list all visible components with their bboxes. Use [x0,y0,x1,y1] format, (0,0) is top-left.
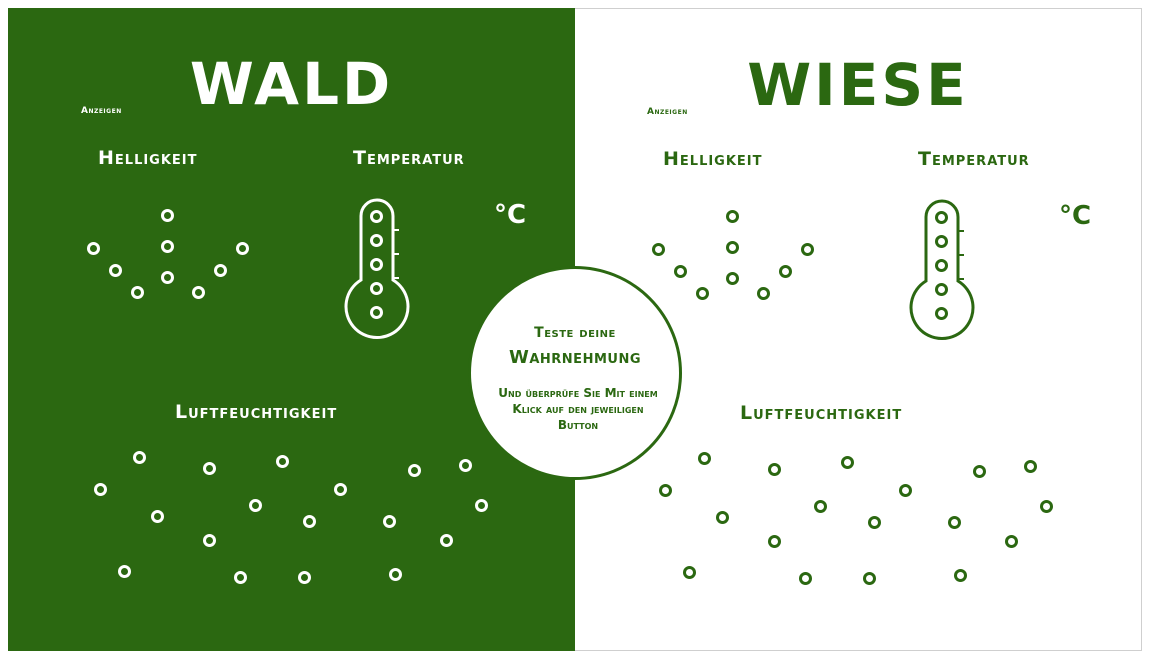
wiese-humidity-dot[interactable] [716,511,729,524]
wiese-temperature-dot[interactable] [935,235,948,248]
wiese-brightness-label: Helligkeit [663,148,763,170]
wiese-humidity-dot[interactable] [768,535,781,548]
wald-humidity-dot[interactable] [298,571,311,584]
wiese-unit-label: °C [1059,201,1092,231]
wald-temperature-dot[interactable] [370,306,383,319]
wald-brightness-dot[interactable] [131,286,144,299]
wald-temperature-label: Temperatur [353,147,465,169]
wiese-thermometer-icon [909,199,975,340]
wald-humidity-dot[interactable] [151,510,164,523]
wiese-brightness-dot[interactable] [674,265,687,278]
wald-humidity-dot[interactable] [133,451,146,464]
wiese-humidity-dot[interactable] [954,569,967,582]
wiese-title: WIESE [747,51,969,119]
wald-humidity-dot[interactable] [475,499,488,512]
wald-humidity-dot[interactable] [94,483,107,496]
wiese-humidity-dot[interactable] [863,572,876,585]
wiese-brightness-dot[interactable] [779,265,792,278]
wald-show-button[interactable]: Anzeigen [81,106,122,116]
wald-temperature-dot[interactable] [370,234,383,247]
wald-temperature-dot[interactable] [370,210,383,223]
wald-humidity-dot[interactable] [408,464,421,477]
wiese-humidity-dot[interactable] [1024,460,1037,473]
wiese-humidity-dot[interactable] [698,452,711,465]
wald-brightness-dot[interactable] [236,242,249,255]
badge-instructions: Und überprüfe Sie Mit einem Klick auf de… [498,386,658,432]
wald-brightness-dot[interactable] [109,264,122,277]
wald-brightness-dot[interactable] [161,209,174,222]
wiese-humidity-dot[interactable] [814,500,827,513]
wiese-humidity-dot[interactable] [948,516,961,529]
wiese-temperature-dot[interactable] [935,283,948,296]
wald-brightness-dot[interactable] [192,286,205,299]
wiese-brightness-dot[interactable] [726,272,739,285]
wiese-humidity-dot[interactable] [1005,535,1018,548]
wald-brightness-dot[interactable] [87,242,100,255]
wald-humidity-dot[interactable] [118,565,131,578]
wiese-brightness-dot[interactable] [652,243,665,256]
wiese-humidity-dot[interactable] [973,465,986,478]
wiese-humidity-label: Luftfeuchtigkeit [740,402,903,424]
wald-temperature-dot[interactable] [370,282,383,295]
wald-humidity-dot[interactable] [459,459,472,472]
wiese-humidity-dot[interactable] [841,456,854,469]
badge-line-1: Teste deine [534,325,616,341]
wiese-temperature-dot[interactable] [935,307,948,320]
wiese-brightness-dot[interactable] [726,210,739,223]
wald-brightness-dot[interactable] [161,240,174,253]
wiese-brightness-dot[interactable] [726,241,739,254]
wald-title: WALD [189,50,394,118]
wald-humidity-dot[interactable] [383,515,396,528]
wiese-humidity-dot[interactable] [683,566,696,579]
wiese-temperature-dot[interactable] [935,211,948,224]
wald-humidity-label: Luftfeuchtigkeit [175,401,338,423]
wiese-temperature-dot[interactable] [935,259,948,272]
wald-unit-label: °C [494,200,527,230]
wiese-humidity-dot[interactable] [768,463,781,476]
wald-humidity-dot[interactable] [276,455,289,468]
wiese-brightness-dot[interactable] [801,243,814,256]
wald-humidity-dot[interactable] [303,515,316,528]
wald-humidity-dot[interactable] [203,534,216,547]
wiese-brightness-dot[interactable] [696,287,709,300]
wald-humidity-dot[interactable] [334,483,347,496]
wiese-humidity-dot[interactable] [659,484,672,497]
wiese-humidity-dot[interactable] [868,516,881,529]
wald-humidity-dot[interactable] [389,568,402,581]
wald-humidity-dot[interactable] [203,462,216,475]
wiese-brightness-dot[interactable] [757,287,770,300]
badge-line-2: Wahrnehmung [509,347,641,368]
wald-thermometer-icon [344,198,410,339]
perception-test-badge: Teste deine Wahrnehmung Und überprüfe Si… [468,266,682,480]
wiese-humidity-dot[interactable] [799,572,812,585]
wald-brightness-dot[interactable] [161,271,174,284]
wald-humidity-dot[interactable] [249,499,262,512]
wiese-humidity-dot[interactable] [899,484,912,497]
wald-temperature-dot[interactable] [370,258,383,271]
wald-humidity-dot[interactable] [234,571,247,584]
wiese-temperature-label: Temperatur [918,148,1030,170]
wiese-show-button[interactable]: Anzeigen [647,107,688,117]
wiese-humidity-dot[interactable] [1040,500,1053,513]
wald-brightness-label: Helligkeit [98,147,198,169]
wald-brightness-dot[interactable] [214,264,227,277]
wald-humidity-dot[interactable] [440,534,453,547]
